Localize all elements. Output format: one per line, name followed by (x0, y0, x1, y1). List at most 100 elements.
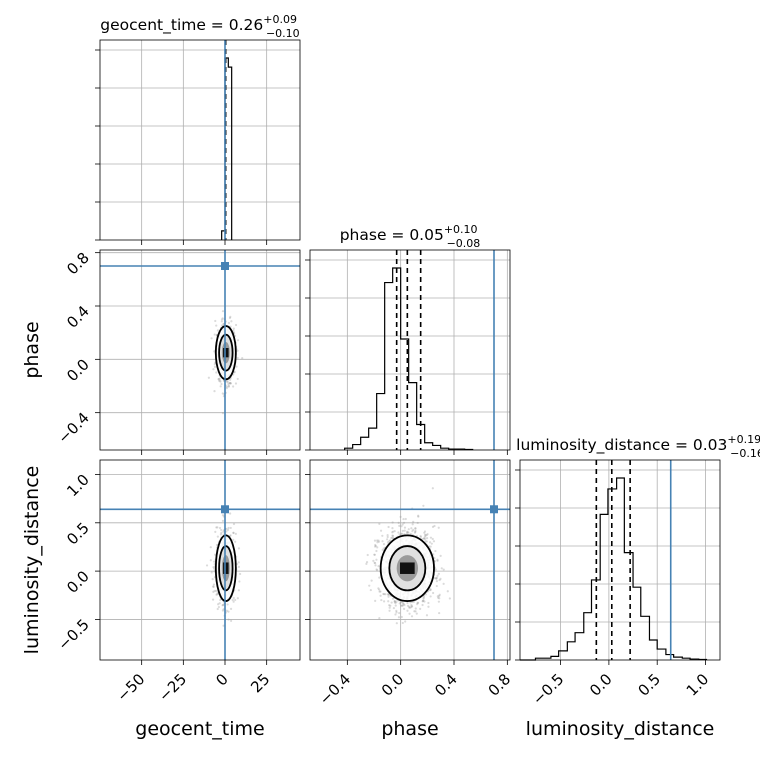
sample-point (219, 380, 222, 383)
sample-point (237, 561, 240, 564)
sample-point (229, 382, 232, 385)
sample-point (219, 598, 222, 602)
sample-point (395, 600, 398, 604)
sample-point (209, 559, 212, 562)
x-tick-label: −50 (113, 670, 148, 705)
sample-point (393, 599, 396, 603)
sample-point (391, 531, 394, 534)
sample-point (438, 593, 441, 596)
sample-point (216, 607, 219, 611)
sample-point (406, 604, 410, 607)
sample-point (389, 604, 392, 607)
sample-point (227, 321, 231, 325)
sample-point (412, 528, 415, 531)
sample-point (376, 569, 379, 572)
sample-point (229, 534, 232, 537)
sample-point (229, 378, 232, 381)
sample-point (404, 620, 407, 623)
sample-point (427, 605, 430, 608)
sample-point (377, 587, 380, 590)
sample-point (438, 578, 441, 582)
sample-point (215, 593, 218, 596)
sample-point (213, 350, 216, 353)
sample-point (435, 580, 438, 583)
sample-point (423, 600, 426, 603)
sample-point (232, 327, 235, 330)
sample-point (387, 595, 390, 598)
sample-point (436, 559, 439, 562)
sample-point (372, 559, 375, 562)
sample-point (386, 534, 389, 537)
sample-point (377, 539, 380, 542)
sample-point (406, 531, 409, 534)
x-tick-label: 0.0 (378, 670, 408, 700)
sample-point (416, 601, 419, 604)
sample-point (235, 365, 238, 368)
sample-point (414, 530, 417, 533)
sample-point (429, 545, 432, 548)
sample-point (440, 567, 443, 570)
y-axis-label: luminosity_distance (21, 466, 43, 655)
sample-point (220, 320, 223, 323)
sample-point (434, 568, 437, 571)
sample-point (374, 544, 377, 548)
sample-point (390, 536, 393, 540)
sample-point (424, 534, 427, 537)
sample-point (227, 618, 230, 621)
sample-point (218, 377, 221, 380)
sample-point (234, 532, 237, 535)
sample-point (387, 525, 390, 529)
y-tick-label: −0.4 (54, 409, 92, 447)
sample-point (217, 605, 220, 609)
sample-point (227, 610, 230, 613)
x-tick-label: −0.4 (316, 670, 354, 708)
sample-point (398, 524, 401, 527)
sample-point (380, 598, 383, 602)
sample-point (210, 337, 213, 340)
sample-point (423, 530, 427, 533)
sample-point (374, 561, 377, 565)
sample-point (433, 576, 436, 580)
sample-point (383, 593, 386, 596)
sample-point (222, 322, 225, 326)
sample-point (401, 604, 404, 607)
sample-point (378, 576, 381, 579)
sample-point (408, 605, 411, 608)
sample-point (378, 588, 381, 591)
sample-point (407, 531, 410, 534)
sample-point (394, 602, 397, 605)
sample-point (365, 562, 368, 565)
sample-point (429, 588, 432, 591)
sample-point (414, 610, 417, 613)
sample-point (398, 533, 401, 536)
sample-point (220, 324, 224, 327)
sample-point (212, 583, 216, 586)
panel-frame (99, 249, 301, 451)
sample-point (393, 529, 396, 533)
sample-point (402, 517, 405, 521)
sample-point (381, 540, 384, 543)
sample-point (226, 528, 230, 531)
sample-point (431, 537, 434, 541)
y-tick-label: 0.0 (63, 355, 93, 385)
sample-point (213, 567, 216, 570)
sample-point (214, 530, 217, 533)
sample-point (428, 588, 432, 592)
sample-point (225, 609, 228, 612)
panel-frame (99, 459, 301, 661)
sample-point (405, 532, 409, 535)
sample-point (205, 564, 209, 567)
sample-point (404, 517, 407, 521)
sample-point (386, 541, 390, 544)
x-axis-label: geocent_time (135, 718, 264, 740)
sample-point (387, 600, 390, 603)
panel-frame (309, 459, 511, 661)
sample-point (382, 600, 386, 603)
sample-point (436, 595, 439, 598)
sample-point (424, 537, 427, 541)
sample-point (225, 379, 228, 383)
sample-point (395, 622, 398, 625)
sample-point (394, 601, 397, 604)
sample-point (234, 540, 237, 543)
sample-point (448, 597, 451, 600)
